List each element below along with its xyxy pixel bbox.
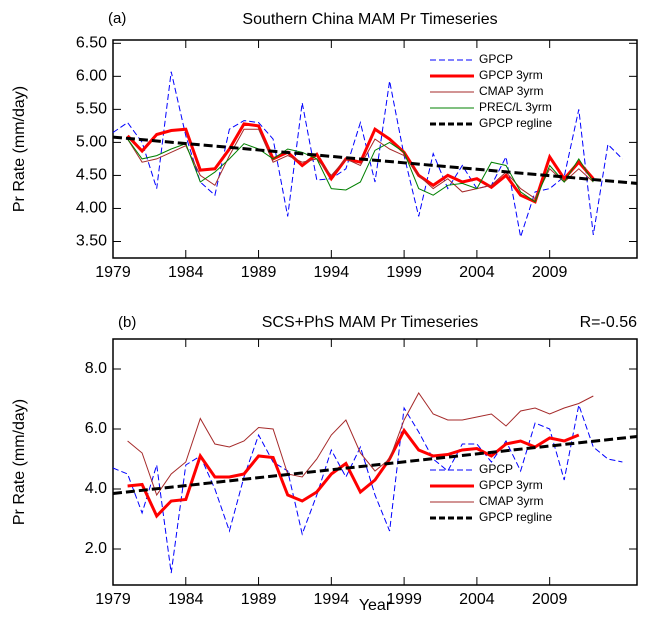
y-tick-label: 8.0 (85, 360, 107, 377)
legend-label: GPCP (479, 52, 513, 66)
x-axis-label: Year (359, 597, 392, 614)
series-line (127, 392, 594, 497)
panel-label: (b) (118, 314, 136, 331)
x-tick-label: 2004 (459, 264, 495, 281)
legend-label: GPCP 3yrm (479, 68, 543, 82)
legend-label: PREC/L 3yrm (479, 100, 552, 114)
x-tick-label: 1994 (314, 591, 350, 608)
plot-frame (112, 338, 638, 586)
series-line (127, 138, 594, 203)
series-line (126, 122, 595, 204)
x-tick-label: 2009 (532, 591, 568, 608)
x-tick-label: 1979 (95, 264, 131, 281)
y-tick-label: 5.00 (76, 134, 107, 151)
y-tick-label: 3.50 (76, 233, 107, 250)
x-tick-label: 1984 (168, 264, 204, 281)
series-line (112, 435, 638, 495)
x-tick-label: 1994 (314, 264, 350, 281)
x-tick-label: 1999 (386, 591, 422, 608)
y-tick-label: 6.00 (76, 68, 107, 85)
x-tick-label: 2004 (459, 591, 495, 608)
series-line (112, 403, 623, 574)
x-tick-label: 1999 (386, 264, 422, 281)
plot-frame (112, 39, 638, 259)
panel-label: (a) (108, 10, 126, 27)
legend-label: GPCP regline (479, 510, 552, 524)
x-tick-label: 1989 (241, 591, 277, 608)
x-tick-label: 1989 (241, 264, 277, 281)
y-axis-label: Pr Rate (mm/day) (11, 399, 28, 525)
legend-label: GPCP 3yrm (479, 478, 543, 492)
y-tick-label: 6.50 (76, 35, 107, 52)
x-tick-label: 1984 (168, 591, 204, 608)
y-tick-label: 4.00 (76, 200, 107, 217)
legend-label: CMAP 3yrm (479, 84, 543, 98)
legend-label: CMAP 3yrm (479, 494, 543, 508)
x-tick-label: 1979 (95, 591, 131, 608)
series-line (127, 427, 580, 519)
y-tick-label: 2.0 (85, 540, 107, 557)
chart-title: Southern China MAM Pr Timeseries (242, 11, 497, 28)
legend-label: GPCP regline (479, 116, 552, 130)
legend-label: GPCP (479, 462, 513, 476)
y-tick-label: 5.50 (76, 101, 107, 118)
x-tick-label: 2009 (532, 264, 568, 281)
chart-title: SCS+PhS MAM Pr Timeseries (262, 314, 479, 331)
annotation: R=-0.56 (580, 314, 637, 331)
y-axis-label: Pr Rate (mm/day) (11, 86, 28, 212)
series-line (112, 135, 638, 185)
y-tick-label: 6.0 (85, 420, 107, 437)
y-tick-label: 4.50 (76, 167, 107, 184)
y-tick-label: 4.0 (85, 480, 107, 497)
